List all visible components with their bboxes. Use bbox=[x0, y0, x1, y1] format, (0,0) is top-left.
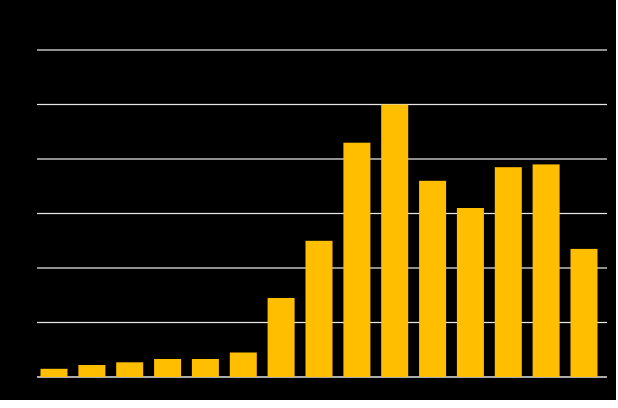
bar bbox=[229, 352, 257, 377]
bar bbox=[456, 208, 484, 377]
bar bbox=[116, 362, 144, 377]
bar bbox=[267, 298, 295, 377]
bar-chart bbox=[37, 49, 607, 378]
bar bbox=[570, 248, 598, 377]
bar bbox=[154, 359, 182, 377]
bar bbox=[343, 142, 371, 377]
bar bbox=[532, 164, 560, 377]
bar bbox=[494, 167, 522, 377]
bar bbox=[381, 104, 409, 377]
bar bbox=[305, 240, 333, 378]
bar bbox=[419, 180, 447, 377]
bar bbox=[40, 368, 68, 377]
bars bbox=[40, 104, 598, 378]
bar bbox=[78, 365, 106, 377]
chart-area bbox=[0, 0, 616, 400]
bar bbox=[191, 359, 219, 377]
